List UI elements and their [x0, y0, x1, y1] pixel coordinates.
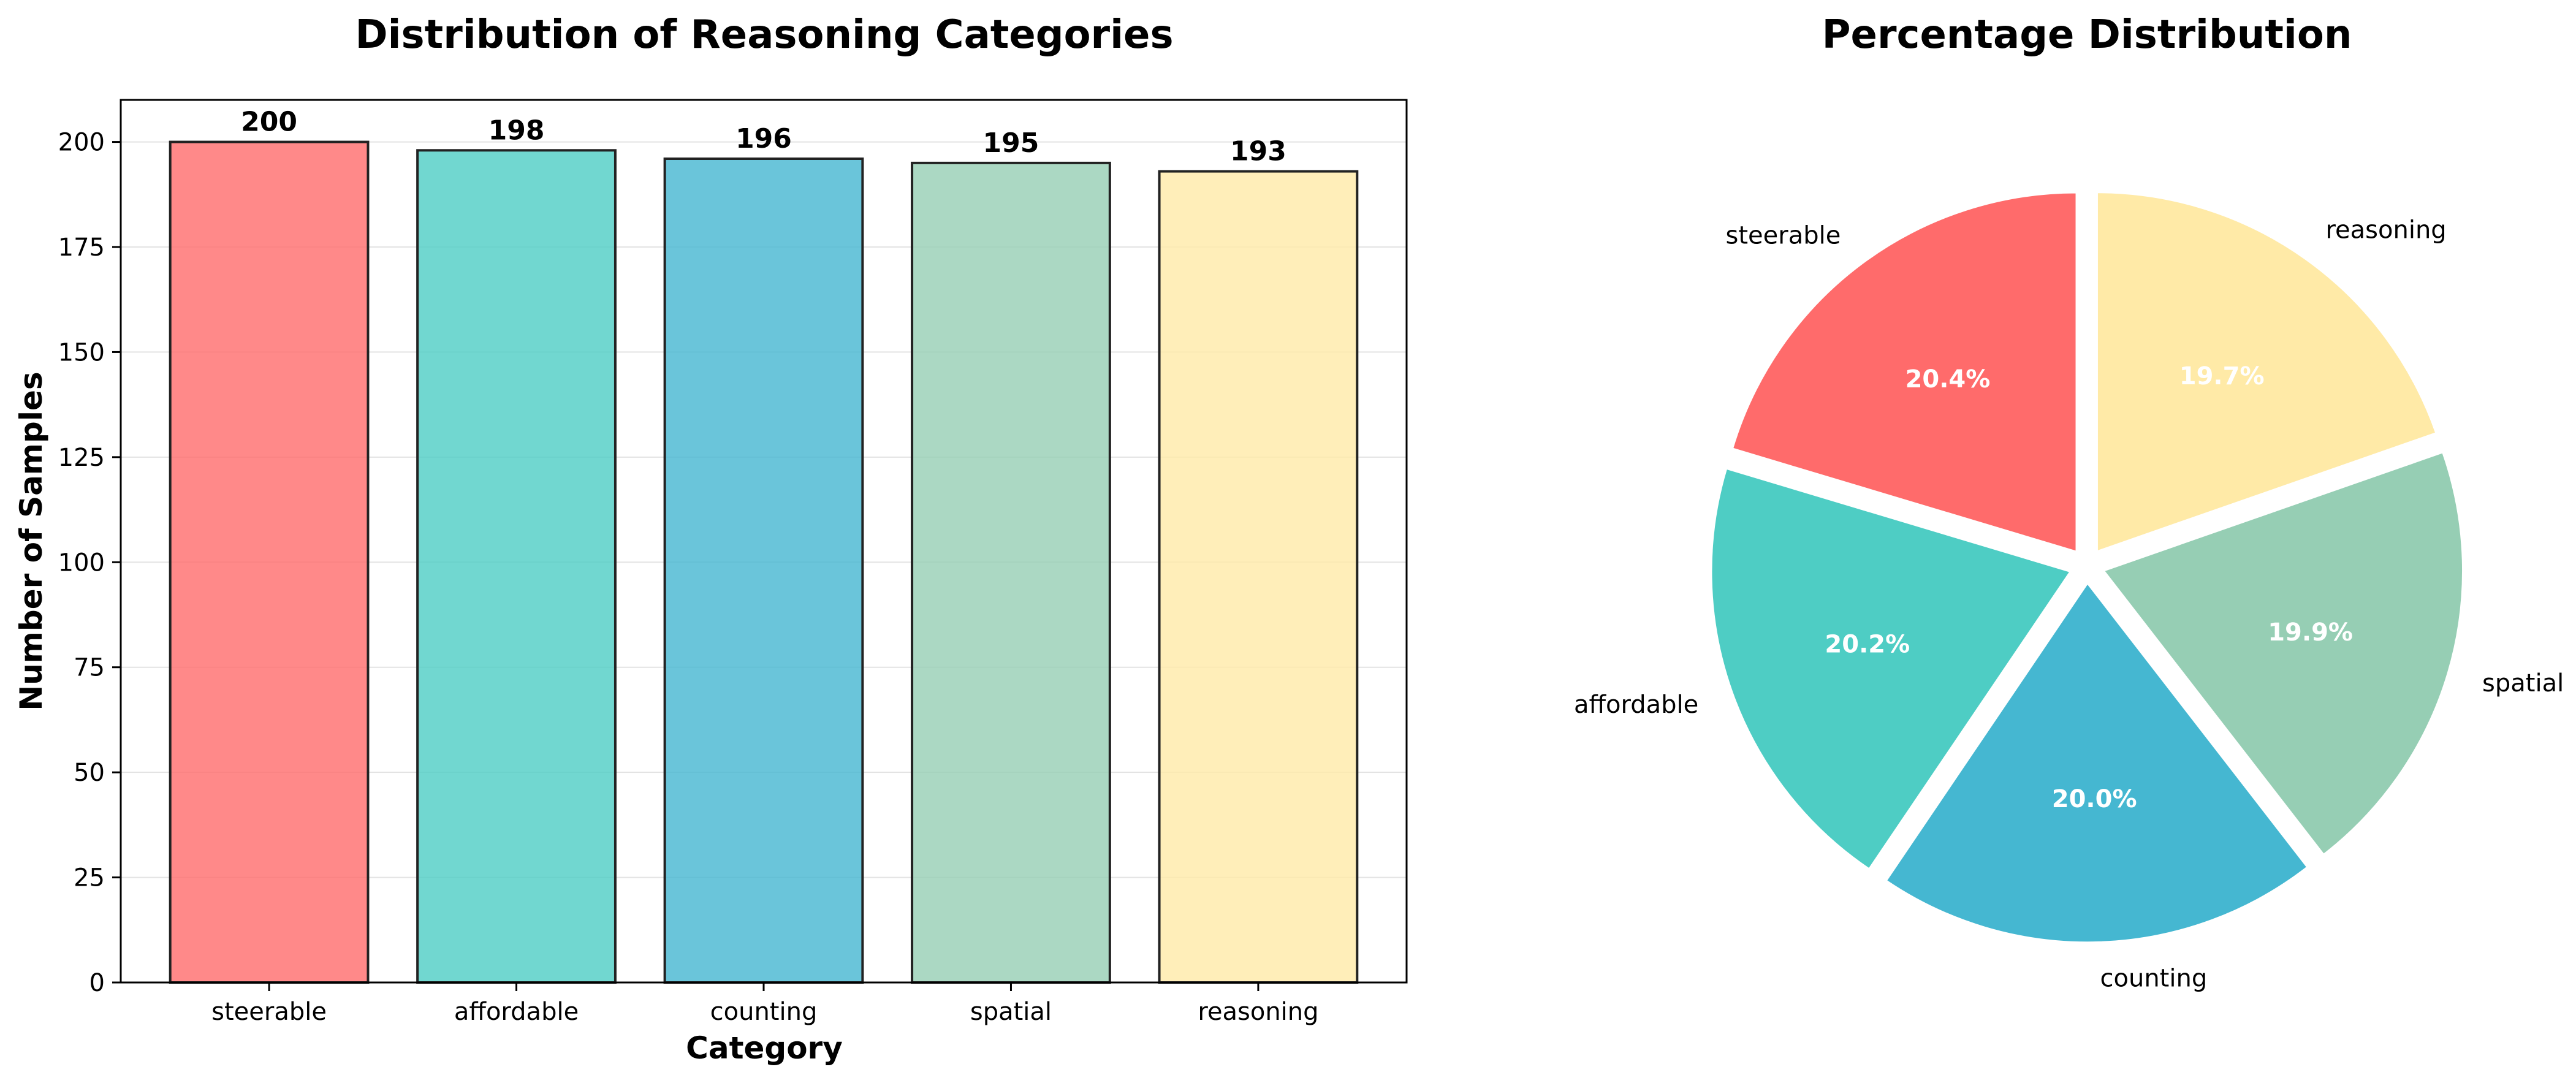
- pie-percent-label: 19.9%: [2268, 618, 2353, 647]
- bar-y-tick-label: 200: [58, 129, 105, 157]
- bar-y-tick-label: 100: [58, 549, 105, 577]
- bar-steerable: [169, 140, 370, 984]
- pie-percent-label: 20.4%: [1905, 365, 1991, 393]
- bar-value-label: 195: [983, 127, 1039, 159]
- pie-percent-label: 19.7%: [2179, 362, 2265, 390]
- pie-percent-label: 20.0%: [2052, 785, 2137, 813]
- bar-counting: [663, 158, 864, 984]
- bar-spatial: [911, 161, 1111, 984]
- bar-x-tick-label: reasoning: [1198, 998, 1318, 1026]
- bar-x-axis-label: Category: [686, 1030, 843, 1066]
- pie-chart-title: Percentage Distribution: [1822, 12, 2352, 58]
- pie-percent-labels: 20.4% 20.2% 20.0% 19.9% 19.7%: [1825, 362, 2353, 813]
- pie-wedge-steerable: [1731, 192, 2077, 552]
- pie-wedge-counting: [1885, 582, 2308, 943]
- bar-chart-title: Distribution of Reasoning Categories: [355, 12, 1173, 58]
- pie-chart: Percentage Distribution steerable afforda…: [1574, 12, 2564, 992]
- pie-label-spatial: spatial: [2482, 669, 2564, 697]
- bar-x-ticks: steerable affordable counting spatial reason…: [211, 982, 1319, 1026]
- pie-wedges: [1711, 192, 2464, 943]
- bar-x-tick-label: affordable: [454, 998, 579, 1026]
- bar-affordable: [416, 149, 617, 984]
- bar-x-tick-label: spatial: [970, 998, 1052, 1026]
- bars: [169, 140, 1359, 984]
- bar-reasoning: [1158, 170, 1359, 984]
- bar-value-label: 200: [241, 107, 297, 138]
- pie-labels: steerable affordable counting spatial reason…: [1574, 216, 2564, 992]
- pie-wedge-affordable: [1711, 468, 2072, 870]
- pie-label-affordable: affordable: [1574, 691, 1698, 719]
- bar-y-ticks: 0 25 50 75 100 125 150 175 200: [58, 129, 121, 997]
- pie-label-counting: counting: [2100, 964, 2208, 992]
- pie-percent-label: 20.2%: [1825, 631, 1910, 659]
- bar-x-tick-label: counting: [710, 998, 818, 1026]
- bar-chart: Distribution of Reasoning Categories 200…: [13, 12, 1408, 1066]
- bar-value-label: 193: [1230, 136, 1286, 167]
- bar-y-axis-label: Number of Samples: [13, 371, 49, 710]
- pie-label-reasoning: reasoning: [2325, 216, 2446, 244]
- bar-y-tick-label: 125: [58, 444, 105, 472]
- pie-wedge-reasoning: [2096, 192, 2437, 552]
- bar-y-tick-label: 150: [58, 338, 105, 367]
- bar-value-label: 198: [488, 115, 545, 146]
- bar-value-label: 196: [735, 123, 792, 154]
- bar-y-tick-label: 25: [74, 864, 105, 892]
- bar-y-tick-label: 175: [58, 234, 105, 262]
- bar-y-tick-label: 75: [74, 654, 105, 682]
- bar-y-tick-label: 50: [74, 759, 105, 787]
- bar-value-labels: 200 198 196 195 193: [241, 107, 1286, 167]
- pie-label-steerable: steerable: [1726, 221, 1841, 249]
- pie-wedge-spatial: [2103, 452, 2464, 856]
- bar-x-tick-label: steerable: [211, 998, 327, 1026]
- bar-y-tick-label: 0: [89, 969, 105, 997]
